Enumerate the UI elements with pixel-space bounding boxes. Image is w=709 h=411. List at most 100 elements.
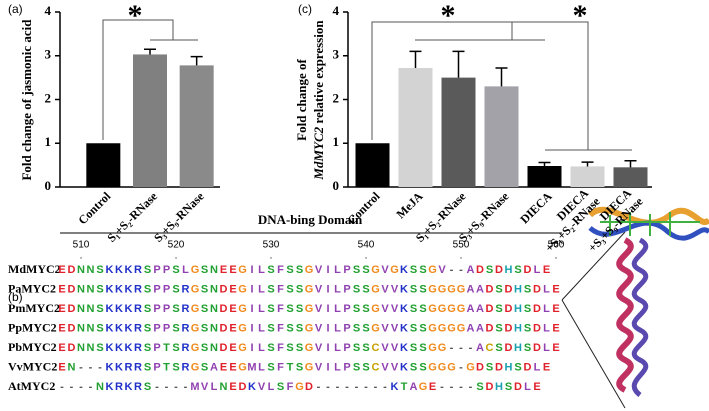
residue: V	[201, 381, 209, 393]
sequence: - - - - N K R K R S - - - - MV L N E D K V L S F GD - - - - - - - - K T AG E…	[60, 381, 541, 393]
residue: S	[277, 381, 284, 393]
residue: S	[172, 283, 179, 295]
sequence: E D N N S K K K R S P T S RG S N D E G I L S F S S G V I L P S S C V V K S S G…	[58, 342, 559, 354]
residue: S	[96, 303, 103, 315]
residue: L	[258, 342, 265, 354]
residue: L	[258, 303, 265, 315]
residue: G	[191, 283, 200, 295]
residue: K	[400, 342, 408, 354]
residue: S	[495, 322, 502, 334]
residue: K	[106, 361, 114, 373]
sequence: E D N N S K K K R S P P S RG S N D E G I L S F S S G V I L P S S G V V K S S G…	[58, 283, 559, 295]
ruler-label: 540	[358, 240, 375, 251]
residue: S	[296, 322, 303, 334]
residue: I	[250, 303, 253, 315]
residue: N	[96, 381, 104, 393]
residue: N	[77, 283, 85, 295]
residue: G	[191, 264, 200, 276]
residue: V	[315, 361, 323, 373]
residue: S	[96, 264, 103, 276]
residue: G	[457, 283, 466, 295]
y-axis-label: Fold change of jasmonic acid	[19, 19, 34, 181]
residue: R	[182, 283, 190, 295]
residue: N	[210, 342, 218, 354]
residue: R	[182, 361, 190, 373]
residue: E	[229, 381, 236, 393]
residue: N	[210, 322, 218, 334]
residue: D	[514, 381, 522, 393]
residue: V	[381, 264, 389, 276]
residue: R	[134, 361, 142, 373]
residue: P	[163, 303, 170, 315]
residue: G	[371, 264, 380, 276]
residue: S	[144, 283, 151, 295]
residue: K	[106, 283, 114, 295]
residue: D	[220, 283, 228, 295]
residue: E	[552, 322, 559, 334]
residue: S	[410, 342, 417, 354]
y-axis-label-rest: relative expression	[311, 20, 326, 127]
residue: A	[210, 361, 218, 373]
residue: E	[58, 322, 65, 334]
residue: G	[428, 264, 437, 276]
residue: L	[258, 361, 265, 373]
residue: S	[144, 381, 151, 393]
residue: H	[505, 361, 513, 373]
residue: I	[250, 283, 253, 295]
residue: P	[153, 264, 160, 276]
residue: E	[229, 322, 236, 334]
residue: V	[391, 303, 399, 315]
structure	[561, 206, 709, 409]
residue: S	[286, 264, 293, 276]
residue: I	[250, 322, 253, 334]
residue: G	[238, 264, 247, 276]
residue: G	[438, 342, 447, 354]
residue: G	[390, 264, 399, 276]
residue: E	[229, 342, 236, 354]
residue: G	[238, 322, 247, 334]
residue: K	[125, 283, 133, 295]
residue: H	[514, 303, 522, 315]
residue: N	[77, 264, 85, 276]
residue: D	[533, 342, 541, 354]
residue: G	[428, 361, 437, 373]
residue: D	[68, 283, 76, 295]
residue: P	[343, 264, 350, 276]
residue: E	[229, 283, 236, 295]
bar	[527, 166, 562, 187]
residue: -	[469, 342, 473, 354]
residue: E	[229, 303, 236, 315]
residue: S	[286, 342, 293, 354]
residue: F	[277, 283, 284, 295]
residue: D	[68, 303, 76, 315]
x-tick-label: DIECA	[517, 189, 554, 226]
residue: -	[374, 381, 378, 393]
residue: S	[201, 361, 208, 373]
sequence: E D N N S K K K R S P P S RG S N D E G I L S F S S G V I L P S S G V V K S S G…	[58, 322, 559, 334]
residue: S	[353, 322, 360, 334]
residue: M	[190, 381, 199, 393]
sequence-name: PpMYC2	[8, 320, 57, 334]
residue: S	[296, 264, 303, 276]
residue: C	[372, 361, 380, 373]
ruler-dot: .	[555, 251, 558, 262]
residue: N	[87, 303, 95, 315]
residue: G	[238, 303, 247, 315]
residue: S	[267, 322, 274, 334]
residue: N	[210, 264, 218, 276]
residue: S	[524, 303, 531, 315]
residue: S	[495, 283, 502, 295]
residue: G	[447, 361, 456, 373]
residue: R	[134, 283, 142, 295]
residue: I	[326, 342, 329, 354]
bracket	[102, 19, 198, 140]
residue: D	[220, 342, 228, 354]
ruler-dot: .	[365, 251, 368, 262]
residue: L	[334, 322, 341, 334]
residue: H	[495, 381, 503, 393]
residue: S	[353, 283, 360, 295]
residue: -	[459, 361, 463, 373]
residue: G	[438, 303, 447, 315]
residue: C	[486, 342, 494, 354]
residue: G	[428, 283, 437, 295]
